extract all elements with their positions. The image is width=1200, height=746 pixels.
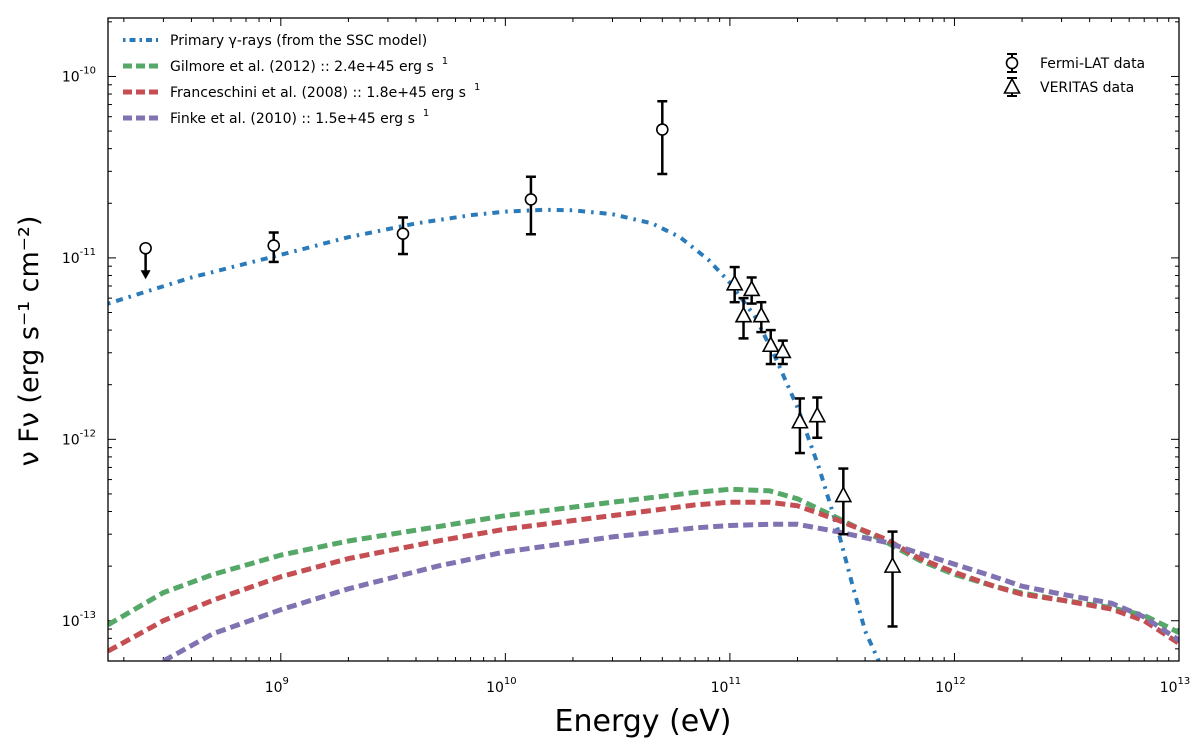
plot-frame [107,17,1180,662]
y-axis-title: ν Fν (erg s⁻¹ cm⁻²) [14,216,45,467]
series-line-3 [108,499,1179,654]
series-line-4 [162,521,1179,661]
veritas-data-point [742,279,761,297]
veritas-data-point [725,274,744,291]
series-line-1 [108,207,881,661]
fermi-data-point [267,239,281,252]
legend-marker-circle [1005,56,1019,70]
legend-label-1: Primary γ-rays (from the SSC model) [170,33,427,49]
legend-label-3: Franceschini et al. (2008) :: 1.8e+45 er… [170,82,480,101]
legend-marker-triangle [1003,77,1021,94]
fermi-data-point [656,123,669,136]
veritas-data-point [752,306,771,323]
veritas-data-point [834,485,853,503]
fermi-data-point [396,227,410,240]
legend-left: Primary γ-rays (from the SSC model) Gilmo… [123,33,480,127]
marker-layer [139,100,902,628]
upper-limit-arrow-head [140,270,151,280]
fermi-data-point [139,241,152,255]
veritas-data-point [734,306,753,323]
fermi-data-point [524,193,538,206]
veritas-data-point [791,412,809,429]
veritas-data-point [883,556,902,573]
veritas-data-point [773,341,792,359]
veritas-data-point [808,405,827,423]
legend-right: Fermi-LAT data VERITAS data [1003,53,1145,97]
x-axis-title: Energy (eV) [555,704,732,739]
legend-marker-label: Fermi-LAT data [1040,56,1145,72]
ticks [108,18,1180,662]
veritas-data-point [761,335,780,353]
series-layer [108,207,1179,661]
series-line-2 [108,486,1179,635]
legend-marker-label: VERITAS data [1040,80,1134,96]
